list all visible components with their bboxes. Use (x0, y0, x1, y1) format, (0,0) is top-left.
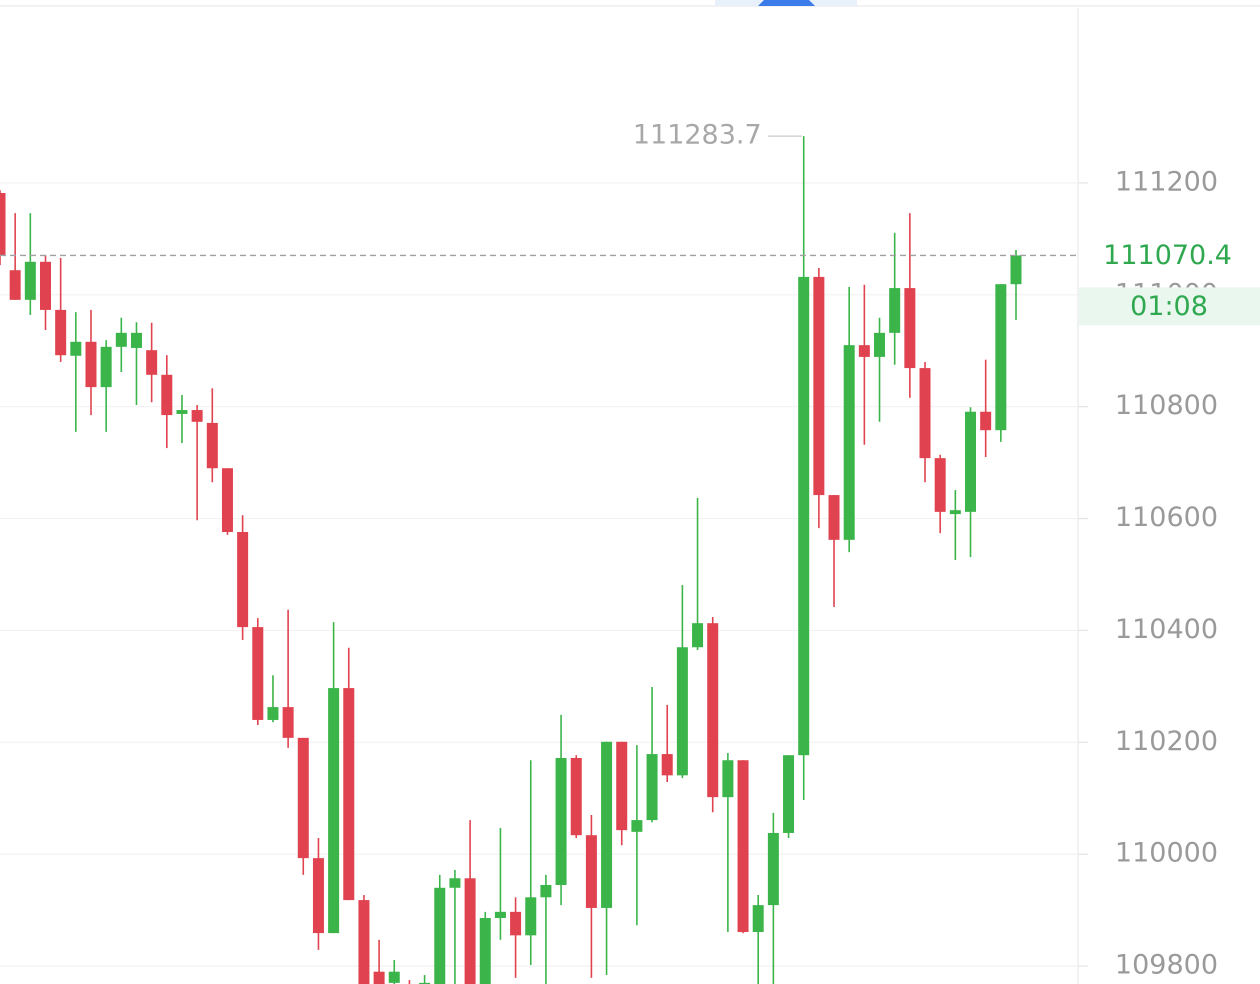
candle-body (752, 905, 764, 932)
y-tick-label: 110000 (1115, 838, 1218, 869)
candle-body (328, 688, 340, 934)
y-tick-label: 110200 (1115, 726, 1218, 757)
candle-body (312, 858, 324, 934)
candle-body (965, 411, 977, 512)
candle-body (373, 971, 385, 984)
last-price-box (1079, 237, 1260, 274)
candle-body (191, 410, 203, 422)
candle-body (449, 878, 461, 888)
candle-body (206, 422, 218, 469)
candle-body (707, 623, 719, 798)
candle-body (661, 754, 673, 776)
candle-body (494, 911, 506, 918)
candle-body (919, 368, 931, 459)
candle-body (70, 341, 82, 356)
candle-body (9, 270, 21, 300)
candle-body (555, 757, 567, 885)
candle-body (479, 917, 491, 984)
candle-body (161, 374, 173, 416)
candle-body (176, 410, 188, 414)
candle-body (631, 820, 643, 832)
candle-body (39, 261, 51, 310)
candle-body (24, 261, 36, 300)
candle-body (798, 276, 810, 756)
candle-body (828, 495, 840, 540)
grid: 1098001100001102001104001106001108001110… (0, 166, 1218, 981)
tab-indicator (758, 0, 815, 6)
candle-body (676, 647, 688, 776)
candle-body (783, 755, 795, 833)
countdown-box (1079, 287, 1260, 326)
candle-body (889, 288, 901, 333)
candle-body (237, 531, 249, 628)
y-tick-label: 110400 (1115, 614, 1218, 645)
candle-body (525, 897, 537, 936)
candle-body (995, 284, 1007, 431)
candle-body (874, 332, 886, 357)
candle-body (980, 411, 992, 431)
candle-body (85, 341, 97, 388)
candle-body (0, 192, 6, 256)
candle-body (949, 510, 961, 515)
candle-body (1010, 255, 1022, 285)
candle-body (388, 971, 400, 983)
candle-body (115, 332, 127, 347)
max-label: 111283.7 (633, 120, 762, 151)
candle-body (434, 887, 446, 984)
candle-body (616, 741, 628, 831)
candle-body (646, 754, 658, 821)
candle-body (843, 345, 855, 540)
candle-body (55, 309, 67, 356)
y-tick-label: 111200 (1115, 166, 1218, 197)
candle-body (267, 707, 279, 720)
candle-body (858, 345, 870, 357)
candle-body (252, 627, 264, 720)
candle-body (510, 911, 522, 936)
overlay: 111283.7 111070.4 01:08 (0, 120, 1260, 326)
countdown: 01:08 (1130, 291, 1208, 322)
candle-body (737, 760, 749, 932)
candle-body (419, 982, 431, 984)
candles (0, 136, 1022, 984)
candle-body (601, 741, 613, 908)
candle-body (130, 332, 142, 348)
candle-body (100, 346, 112, 388)
candle-body (297, 737, 309, 859)
candle-body (585, 835, 597, 908)
candle-body (358, 900, 370, 984)
candle-body (692, 623, 704, 648)
candle-body (464, 878, 476, 984)
candle-body (540, 884, 552, 898)
candle-body (767, 832, 779, 906)
y-tick-label: 109800 (1115, 950, 1218, 981)
candle-body (343, 688, 355, 901)
candle-body (282, 707, 294, 738)
y-tick-label: 110800 (1115, 390, 1218, 421)
candle-body (221, 468, 233, 532)
candle-body (934, 458, 946, 512)
candle-body (813, 276, 825, 496)
last-price-label: 111070.4 (1103, 240, 1232, 271)
candle-body (904, 288, 916, 369)
candle-body (722, 760, 734, 798)
y-tick-label: 110600 (1115, 502, 1218, 533)
candle-body (146, 350, 158, 375)
candle-body (570, 757, 582, 836)
